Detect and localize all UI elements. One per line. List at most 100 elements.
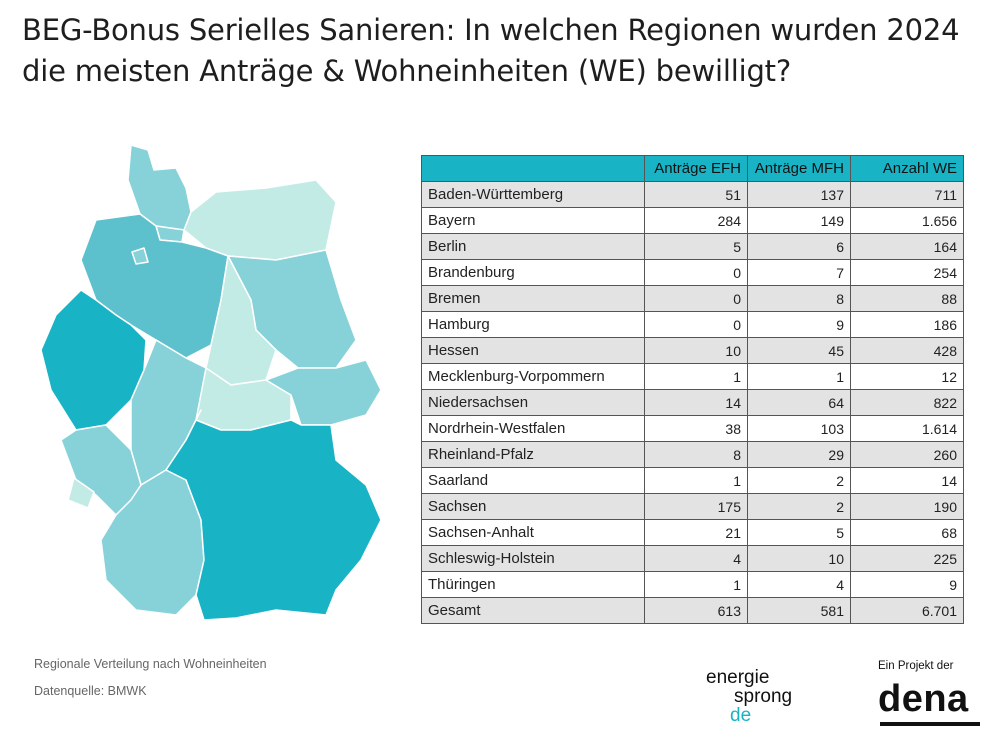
antraege-mfh-cell: 1 <box>747 363 851 390</box>
table-row: Thüringen 1 4 9 <box>421 571 964 598</box>
anzahl-we-cell: 225 <box>850 545 964 572</box>
region-name: Sachsen-Anhalt <box>421 519 645 546</box>
antraege-efh-cell: 1 <box>644 467 748 494</box>
logo-es-line1: energie <box>706 667 770 688</box>
antraege-mfh-cell: 137 <box>747 181 851 208</box>
table-total-row: Gesamt 613 581 6.701 <box>421 597 964 624</box>
chart-title: BEG-Bonus Serielles Sanieren: In welchen… <box>22 13 960 88</box>
header-anzahl-we: Anzahl WE <box>850 155 964 182</box>
antraege-mfh-cell: 29 <box>747 441 851 468</box>
energiesprong-logo: energie sprong de <box>706 668 792 725</box>
table-row: Baden-Württemberg 51 137 711 <box>421 181 964 208</box>
antraege-mfh-cell: 64 <box>747 389 851 416</box>
antraege-efh-cell: 10 <box>644 337 748 364</box>
antraege-efh-cell: 21 <box>644 519 748 546</box>
dena-underline <box>880 722 980 726</box>
anzahl-we-cell: 186 <box>850 311 964 338</box>
anzahl-we-cell: 711 <box>850 181 964 208</box>
map-region-bayern <box>165 409 382 621</box>
footer-note: Regionale Verteilung nach Wohneinheiten <box>34 657 267 671</box>
total-efh: 613 <box>644 597 748 624</box>
antraege-efh-cell: 5 <box>644 233 748 260</box>
region-name: Mecklenburg-Vorpommern <box>421 363 645 390</box>
table-row: Bremen 0 8 88 <box>421 285 964 312</box>
region-name: Schleswig-Holstein <box>421 545 645 572</box>
antraege-mfh-cell: 4 <box>747 571 851 598</box>
antraege-efh-cell: 1 <box>644 363 748 390</box>
total-we: 6.701 <box>850 597 964 624</box>
region-name: Saarland <box>421 467 645 494</box>
footer-source: Datenquelle: BMWK <box>34 684 147 698</box>
logo-es-line3: de <box>730 705 752 726</box>
antraege-mfh-cell: 7 <box>747 259 851 286</box>
map-region-bremen <box>131 247 149 265</box>
region-name: Hamburg <box>421 311 645 338</box>
table-row: Rheinland-Pfalz 8 29 260 <box>421 441 964 468</box>
anzahl-we-cell: 254 <box>850 259 964 286</box>
antraege-mfh-cell: 2 <box>747 493 851 520</box>
antraege-mfh-cell: 9 <box>747 311 851 338</box>
anzahl-we-cell: 14 <box>850 467 964 494</box>
antraege-mfh-cell: 8 <box>747 285 851 312</box>
anzahl-we-cell: 1.656 <box>850 207 964 234</box>
antraege-mfh-cell: 103 <box>747 415 851 442</box>
region-name: Sachsen <box>421 493 645 520</box>
antraege-mfh-cell: 10 <box>747 545 851 572</box>
table-row: Sachsen 175 2 190 <box>421 493 964 520</box>
anzahl-we-cell: 428 <box>850 337 964 364</box>
table-row: Niedersachsen 14 64 822 <box>421 389 964 416</box>
header-antraege-mfh: Anträge MFH <box>747 155 851 182</box>
anzahl-we-cell: 88 <box>850 285 964 312</box>
region-name: Nordrhein-Westfalen <box>421 415 645 442</box>
header-antraege-efh: Anträge EFH <box>644 155 748 182</box>
antraege-efh-cell: 4 <box>644 545 748 572</box>
antraege-efh-cell: 0 <box>644 259 748 286</box>
region-name: Rheinland-Pfalz <box>421 441 645 468</box>
anzahl-we-cell: 12 <box>850 363 964 390</box>
table-header-row: Anträge EFH Anträge MFH Anzahl WE <box>421 155 964 182</box>
table-row: Nordrhein-Westfalen 38 103 1.614 <box>421 415 964 442</box>
antraege-efh-cell: 38 <box>644 415 748 442</box>
table-row: Hamburg 0 9 186 <box>421 311 964 338</box>
header-region <box>421 155 645 182</box>
antraege-mfh-cell: 6 <box>747 233 851 260</box>
antraege-efh-cell: 14 <box>644 389 748 416</box>
map-region-sachsen <box>265 359 382 426</box>
anzahl-we-cell: 260 <box>850 441 964 468</box>
table-row: Saarland 1 2 14 <box>421 467 964 494</box>
logo-es-line2: sprong <box>734 686 793 707</box>
antraege-mfh-cell: 5 <box>747 519 851 546</box>
germany-map <box>40 144 382 621</box>
anzahl-we-cell: 190 <box>850 493 964 520</box>
region-name: Bayern <box>421 207 645 234</box>
table-row: Mecklenburg-Vorpommern 1 1 12 <box>421 363 964 390</box>
region-name: Niedersachsen <box>421 389 645 416</box>
table-row: Bayern 284 149 1.656 <box>421 207 964 234</box>
region-name: Brandenburg <box>421 259 645 286</box>
antraege-efh-cell: 0 <box>644 311 748 338</box>
antraege-mfh-cell: 45 <box>747 337 851 364</box>
region-name: Bremen <box>421 285 645 312</box>
anzahl-we-cell: 68 <box>850 519 964 546</box>
map-region-saarland <box>67 477 95 509</box>
antraege-efh-cell: 175 <box>644 493 748 520</box>
anzahl-we-cell: 1.614 <box>850 415 964 442</box>
region-name: Thüringen <box>421 571 645 598</box>
dena-tagline: Ein Projekt der <box>878 660 954 672</box>
total-label: Gesamt <box>421 597 645 624</box>
table-row: Sachsen-Anhalt 21 5 68 <box>421 519 964 546</box>
total-mfh: 581 <box>747 597 851 624</box>
antraege-efh-cell: 284 <box>644 207 748 234</box>
table-row: Brandenburg 0 7 254 <box>421 259 964 286</box>
table-row: Hessen 10 45 428 <box>421 337 964 364</box>
anzahl-we-cell: 9 <box>850 571 964 598</box>
antraege-mfh-cell: 2 <box>747 467 851 494</box>
region-name: Hessen <box>421 337 645 364</box>
antraege-efh-cell: 8 <box>644 441 748 468</box>
region-name: Berlin <box>421 233 645 260</box>
region-name: Baden-Württemberg <box>421 181 645 208</box>
dena-logo: dena <box>878 678 969 720</box>
antraege-efh-cell: 1 <box>644 571 748 598</box>
anzahl-we-cell: 822 <box>850 389 964 416</box>
antraege-efh-cell: 51 <box>644 181 748 208</box>
